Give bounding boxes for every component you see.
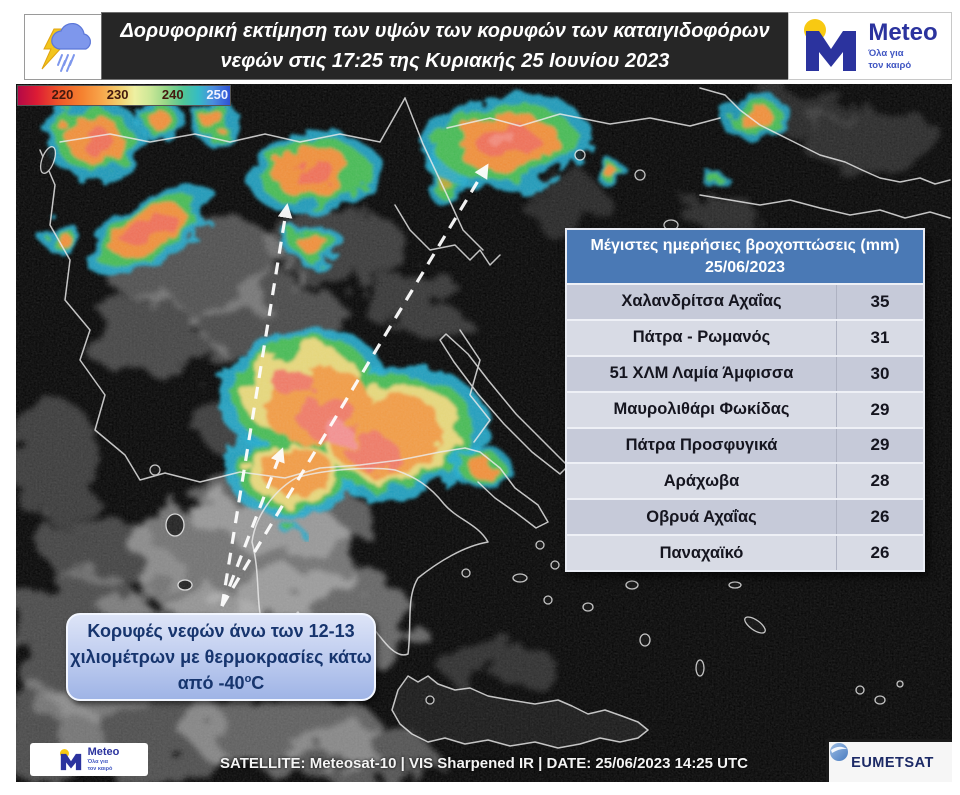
callout-line3: από -40οC xyxy=(177,673,265,694)
storm-cloud-lightning-icon xyxy=(41,22,92,72)
station-name: Χαλανδρίτσα Αχαΐας xyxy=(567,285,837,319)
meteo-logo-name: Meteo xyxy=(868,18,938,46)
eumetsat-label: EUMETSAT xyxy=(851,754,934,771)
rainfall-value: 30 xyxy=(870,363,890,383)
station-name: 51 ΧΛΜ Λαμία Άμφισσα xyxy=(567,356,837,391)
satellite-map: 220 230 240 250 Μέγιστες ημερήσιες βροχο… xyxy=(16,84,952,782)
map-title-line1: Δορυφορική εκτίμηση των υψών των κορυφών… xyxy=(120,20,770,42)
eumetsat-logo: EUMETSAT xyxy=(826,739,952,782)
table-row: Μαυρολιθάρι Φωκίδας 29 xyxy=(567,390,923,427)
meteo-logo-tagline1: Όλα για xyxy=(868,47,904,59)
meteo-logo-tagline1: Όλα για xyxy=(87,758,109,765)
meteo-logo-footer: Meteo Όλα για τον καιρό xyxy=(30,743,148,776)
station-name: Μαυρολιθάρι Φωκίδας xyxy=(567,392,837,427)
callout-line2: χιλιομέτρων με θερμοκρασίες κάτω xyxy=(70,646,372,667)
rainfall-value: 28 xyxy=(870,471,890,491)
rainfall-value: 26 xyxy=(870,507,890,527)
storm-icon-box xyxy=(24,14,102,80)
meteo-m-icon xyxy=(59,748,83,771)
map-title-bar: Δορυφορική εκτίμηση των υψών των κορυφών… xyxy=(101,12,789,80)
colorbar-tick: 250 xyxy=(206,87,229,102)
rainfall-value: 29 xyxy=(870,435,890,455)
rainfall-table-body: Χαλανδρίτσα Αχαΐας 35 Πάτρα - Ρωμανός 31 5… xyxy=(567,283,923,570)
meteo-logo: Meteo Όλα για τον καιρό xyxy=(788,12,952,80)
table-row: Πάτρα Προσφυγικά 29 xyxy=(567,426,923,463)
map-title-line2: νεφών στις 17:25 της Κυριακής 25 Ιουνίου… xyxy=(220,50,670,72)
colorbar-tick: 240 xyxy=(161,87,184,102)
station-name: Οβρυά Αχαΐας xyxy=(567,500,837,535)
colorbar-tick: 230 xyxy=(106,87,129,102)
callout-line1: Κορυφές νεφών άνω των 12-13 xyxy=(87,620,355,641)
table-row: Χαλανδρίτσα Αχαΐας 35 xyxy=(567,283,923,319)
colorbar-tick: 220 xyxy=(51,87,74,102)
temperature-colorbar: 220 230 240 250 xyxy=(17,85,231,106)
table-row: Παναχαϊκό 26 xyxy=(567,534,923,570)
station-name: Πάτρα Προσφυγικά xyxy=(567,428,837,463)
rainfall-table-header: Μέγιστες ημερήσιες βροχοπτώσεις (mm) 25/… xyxy=(567,230,923,283)
rainfall-value: 35 xyxy=(870,291,890,311)
rainfall-table: Μέγιστες ημερήσιες βροχοπτώσεις (mm) 25/… xyxy=(565,228,925,572)
rainfall-value: 29 xyxy=(870,399,890,419)
table-row: Αράχωβα 28 xyxy=(567,462,923,499)
rainfall-table-title: Μέγιστες ημερήσιες βροχοπτώσεις (mm) xyxy=(590,236,900,254)
station-name: Αράχωβα xyxy=(567,464,837,499)
eumetsat-globe-icon xyxy=(830,743,848,761)
rainfall-value: 26 xyxy=(870,543,890,563)
table-row: Πάτρα - Ρωμανός 31 xyxy=(567,318,923,355)
satellite-caption: SATELLITE: Meteosat-10 | VIS Sharpened I… xyxy=(220,755,748,772)
station-name: Παναχαϊκό xyxy=(567,536,837,570)
station-name: Πάτρα - Ρωμανός xyxy=(567,320,837,355)
table-row: Οβρυά Αχαΐας 26 xyxy=(567,498,923,535)
meteo-logo-tagline2: τον καιρό xyxy=(868,59,912,71)
table-row: 51 ΧΛΜ Λαμία Άμφισσα 30 xyxy=(567,354,923,391)
meteo-logo-name: Meteo xyxy=(87,745,120,758)
cloud-top-callout: Κορυφές νεφών άνω των 12-13 χιλιομέτρων … xyxy=(66,613,376,701)
rainfall-table-date: 25/06/2023 xyxy=(704,258,786,276)
rainfall-value: 31 xyxy=(870,327,890,347)
meteo-logo-tagline2: τον καιρό xyxy=(87,765,113,772)
meteo-m-icon xyxy=(802,19,860,73)
